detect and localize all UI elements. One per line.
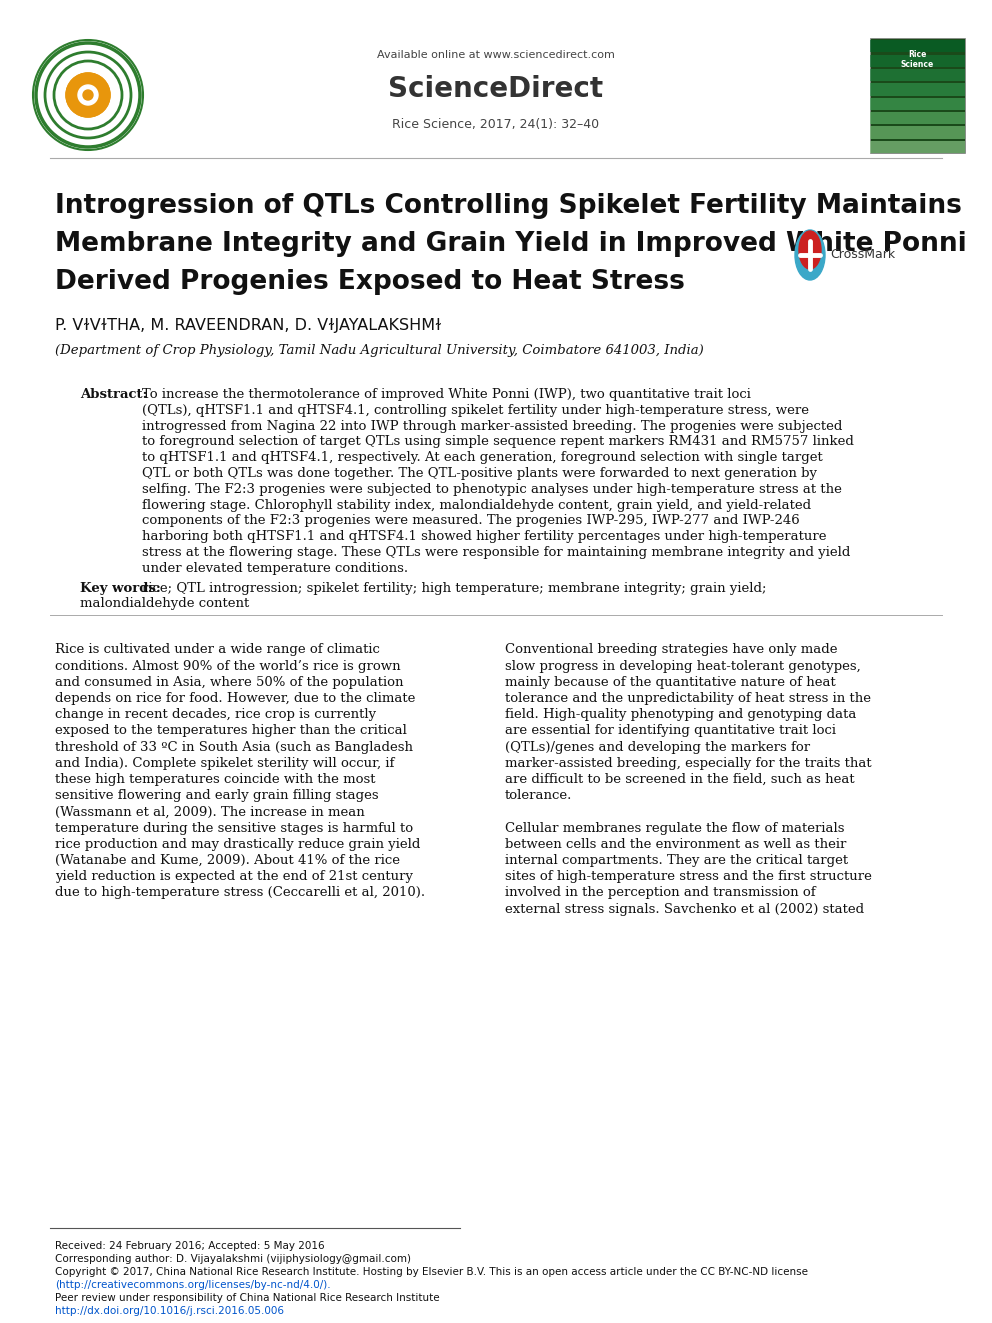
Bar <box>870 83 965 95</box>
Text: change in recent decades, rice crop is currently: change in recent decades, rice crop is c… <box>55 708 376 721</box>
Text: and India). Complete spikelet sterility will occur, if: and India). Complete spikelet sterility … <box>55 757 395 770</box>
Text: marker-assisted breeding, especially for the traits that: marker-assisted breeding, especially for… <box>505 757 872 770</box>
Text: Key words:: Key words: <box>80 582 161 594</box>
Text: Received: 24 February 2016; Accepted: 5 May 2016: Received: 24 February 2016; Accepted: 5 … <box>55 1241 324 1252</box>
Text: To increase the thermotolerance of improved White Ponni (IWP), two quantitative : To increase the thermotolerance of impro… <box>142 388 751 401</box>
Text: exposed to the temperatures higher than the critical: exposed to the temperatures higher than … <box>55 725 407 737</box>
Text: Peer review under responsibility of China National Rice Research Institute: Peer review under responsibility of Chin… <box>55 1293 439 1303</box>
Text: Corresponding author: D. Vijayalakshmi (vijiphysiology@gmail.com): Corresponding author: D. Vijayalakshmi (… <box>55 1254 411 1263</box>
Text: (http://creativecommons.org/licenses/by-nc-nd/4.0/).: (http://creativecommons.org/licenses/by-… <box>55 1279 330 1290</box>
Text: CrossMark: CrossMark <box>830 249 895 262</box>
Circle shape <box>66 73 110 116</box>
Ellipse shape <box>795 230 825 280</box>
Text: P. VɫVɫTHA, M. RAVEENDRAN, D. VɫJAYALAKSHMɫ: P. VɫVɫTHA, M. RAVEENDRAN, D. VɫJAYALAKS… <box>55 318 441 333</box>
Text: sensitive flowering and early grain filling stages: sensitive flowering and early grain fill… <box>55 790 379 802</box>
Circle shape <box>66 73 110 116</box>
Text: due to high-temperature stress (Ceccarelli et al, 2010).: due to high-temperature stress (Ceccarel… <box>55 886 426 900</box>
Ellipse shape <box>799 232 821 269</box>
Text: under elevated temperature conditions.: under elevated temperature conditions. <box>142 562 408 574</box>
Text: ScienceDirect: ScienceDirect <box>389 75 603 103</box>
Text: flowering stage. Chlorophyll stability index, malondialdehyde content, grain yie: flowering stage. Chlorophyll stability i… <box>142 499 811 512</box>
Text: depends on rice for food. However, due to the climate: depends on rice for food. However, due t… <box>55 692 416 705</box>
Text: are essential for identifying quantitative trait loci: are essential for identifying quantitati… <box>505 725 836 737</box>
Text: these high temperatures coincide with the most: these high temperatures coincide with th… <box>55 773 376 786</box>
Text: field. High-quality phenotyping and genotyping data: field. High-quality phenotyping and geno… <box>505 708 856 721</box>
Bar <box>870 69 965 81</box>
Text: temperature during the sensitive stages is harmful to: temperature during the sensitive stages … <box>55 822 413 835</box>
Bar <box>870 54 965 66</box>
Text: Copyright © 2017, China National Rice Research Institute. Hosting by Elsevier B.: Copyright © 2017, China National Rice Re… <box>55 1267 808 1277</box>
Text: threshold of 33 ºC in South Asia (such as Bangladesh: threshold of 33 ºC in South Asia (such a… <box>55 741 413 754</box>
Text: http://dx.doi.org/10.1016/j.rsci.2016.05.006: http://dx.doi.org/10.1016/j.rsci.2016.05… <box>55 1306 284 1316</box>
Text: Introgression of QTLs Controlling Spikelet Fertility Maintains: Introgression of QTLs Controlling Spikel… <box>55 193 962 220</box>
Text: involved in the perception and transmission of: involved in the perception and transmiss… <box>505 886 815 900</box>
Text: tolerance and the unpredictability of heat stress in the: tolerance and the unpredictability of he… <box>505 692 871 705</box>
Text: conditions. Almost 90% of the world’s rice is grown: conditions. Almost 90% of the world’s ri… <box>55 660 401 672</box>
Text: sites of high-temperature stress and the first structure: sites of high-temperature stress and the… <box>505 871 872 884</box>
Text: between cells and the environment as well as their: between cells and the environment as wel… <box>505 837 846 851</box>
Bar <box>870 140 965 153</box>
Text: stress at the flowering stage. These QTLs were responsible for maintaining membr: stress at the flowering stage. These QTL… <box>142 546 850 560</box>
Text: slow progress in developing heat-tolerant genotypes,: slow progress in developing heat-toleran… <box>505 660 861 672</box>
Text: are difficult to be screened in the field, such as heat: are difficult to be screened in the fiel… <box>505 773 855 786</box>
Text: rice; QTL introgression; spikelet fertility; high temperature; membrane integrit: rice; QTL introgression; spikelet fertil… <box>142 582 767 594</box>
Text: internal compartments. They are the critical target: internal compartments. They are the crit… <box>505 855 848 867</box>
Bar <box>870 127 965 139</box>
Text: Rice
Science: Rice Science <box>901 50 934 69</box>
Text: selfing. The F2:3 progenies were subjected to phenotypic analyses under high-tem: selfing. The F2:3 progenies were subject… <box>142 483 842 496</box>
Text: yield reduction is expected at the end of 21st century: yield reduction is expected at the end o… <box>55 871 413 884</box>
Circle shape <box>78 85 98 105</box>
Bar <box>870 112 965 124</box>
Text: rice production and may drastically reduce grain yield: rice production and may drastically redu… <box>55 837 421 851</box>
Text: Conventional breeding strategies have only made: Conventional breeding strategies have on… <box>505 643 837 656</box>
Bar <box>870 98 965 110</box>
Bar <box>870 38 965 153</box>
Text: Cellular membranes regulate the flow of materials: Cellular membranes regulate the flow of … <box>505 822 844 835</box>
Text: to foreground selection of target QTLs using simple sequence repent markers RM43: to foreground selection of target QTLs u… <box>142 435 854 448</box>
Text: Rice Science, 2017, 24(1): 32–40: Rice Science, 2017, 24(1): 32–40 <box>393 118 599 131</box>
Circle shape <box>83 90 93 101</box>
Text: (QTLs), qHTSF1.1 and qHTSF4.1, controlling spikelet fertility under high-tempera: (QTLs), qHTSF1.1 and qHTSF4.1, controlli… <box>142 404 809 417</box>
Text: Abstract:: Abstract: <box>80 388 148 401</box>
Text: (QTLs)/genes and developing the markers for: (QTLs)/genes and developing the markers … <box>505 741 810 754</box>
Text: components of the F2:3 progenies were measured. The progenies IWP-295, IWP-277 a: components of the F2:3 progenies were me… <box>142 515 800 528</box>
Text: mainly because of the quantitative nature of heat: mainly because of the quantitative natur… <box>505 676 835 689</box>
Text: Membrane Integrity and Grain Yield in Improved White Ponni: Membrane Integrity and Grain Yield in Im… <box>55 232 967 257</box>
Circle shape <box>63 70 113 120</box>
Text: (Watanabe and Kume, 2009). About 41% of the rice: (Watanabe and Kume, 2009). About 41% of … <box>55 855 400 867</box>
Bar <box>870 40 965 53</box>
Text: Derived Progenies Exposed to Heat Stress: Derived Progenies Exposed to Heat Stress <box>55 269 684 295</box>
Text: to qHTSF1.1 and qHTSF4.1, respectively. At each generation, foreground selection: to qHTSF1.1 and qHTSF4.1, respectively. … <box>142 451 822 464</box>
Text: introgressed from Nagina 22 into IWP through marker-assisted breeding. The proge: introgressed from Nagina 22 into IWP thr… <box>142 419 842 433</box>
Text: Available online at www.sciencedirect.com: Available online at www.sciencedirect.co… <box>377 50 615 60</box>
Text: tolerance.: tolerance. <box>505 790 572 802</box>
Text: (Wassmann et al, 2009). The increase in mean: (Wassmann et al, 2009). The increase in … <box>55 806 365 819</box>
Text: QTL or both QTLs was done together. The QTL-positive plants were forwarded to ne: QTL or both QTLs was done together. The … <box>142 467 817 480</box>
Text: (Department of Crop Physiology, Tamil Nadu Agricultural University, Coimbatore 6: (Department of Crop Physiology, Tamil Na… <box>55 344 703 357</box>
Text: Rice is cultivated under a wide range of climatic: Rice is cultivated under a wide range of… <box>55 643 380 656</box>
Text: harboring both qHTSF1.1 and qHTSF4.1 showed higher fertility percentages under h: harboring both qHTSF1.1 and qHTSF4.1 sho… <box>142 531 826 544</box>
Text: malondialdehyde content: malondialdehyde content <box>80 598 249 610</box>
Text: and consumed in Asia, where 50% of the population: and consumed in Asia, where 50% of the p… <box>55 676 404 689</box>
Text: external stress signals. Savchenko et al (2002) stated: external stress signals. Savchenko et al… <box>505 902 864 916</box>
